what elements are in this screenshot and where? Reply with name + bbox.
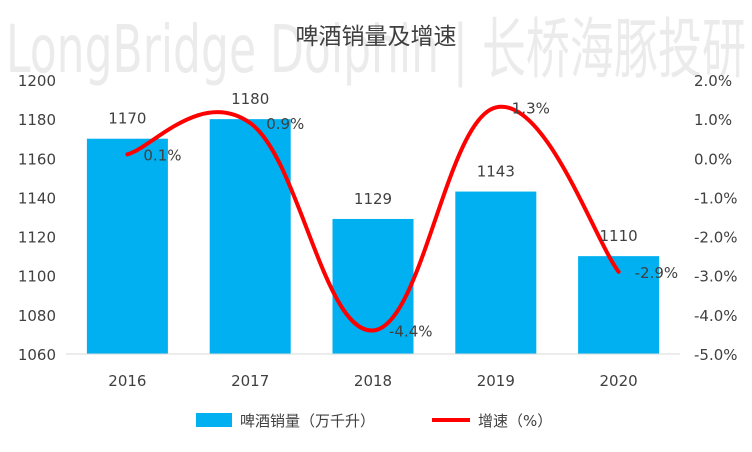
y-right-tick-label: -2.0% [694, 229, 738, 247]
legend-label-bar: 啤酒销量（万千升） [240, 412, 375, 430]
x-tick-label: 2019 [477, 372, 515, 390]
line-data-label: 1.3% [512, 99, 550, 117]
bar-2017 [209, 119, 291, 355]
y-left-tick-label: 1180 [18, 111, 56, 129]
y-right-tick-label: 1.0% [694, 111, 732, 129]
bar-data-label: 1180 [231, 90, 269, 108]
y-right-tick-label: -5.0% [694, 346, 738, 364]
legend-swatch-bar [196, 413, 232, 427]
y-left-tick-label: 1160 [18, 150, 56, 168]
legend-label-line: 增速（%） [478, 412, 552, 430]
y-right-tick-label: -1.0% [694, 189, 738, 207]
bar-data-label: 1110 [600, 227, 638, 245]
y-right-tick-label: -4.0% [694, 307, 738, 325]
line-data-label: -2.9% [635, 264, 679, 282]
y-left-tick-label: 1200 [18, 72, 56, 90]
line-data-label: 0.9% [266, 115, 304, 133]
line-data-label: 0.1% [143, 146, 181, 164]
bar-data-label: 1170 [108, 110, 146, 128]
x-tick-label: 2018 [354, 372, 392, 390]
y-left-tick-label: 1120 [18, 229, 56, 247]
y-left-tick-label: 1140 [18, 189, 56, 207]
y-left-tick-label: 1080 [18, 307, 56, 325]
y-left-tick-label: 1060 [18, 346, 56, 364]
bar-2016 [86, 138, 168, 354]
chart-title: 啤酒销量及增速 [296, 24, 457, 50]
bar-2019 [455, 191, 537, 354]
y-right-tick-label: 2.0% [694, 72, 732, 90]
x-tick-label: 2016 [108, 372, 146, 390]
y-right-tick-label: 0.0% [694, 150, 732, 168]
watermark-text: LongBridge Dolphin | 长桥海豚投研 [6, 11, 746, 88]
y-right-tick-label: -3.0% [694, 268, 738, 286]
x-tick-label: 2020 [600, 372, 638, 390]
line-data-label: -4.4% [389, 323, 433, 341]
bar-data-label: 1129 [354, 190, 392, 208]
growth-line [125, 104, 621, 333]
x-tick-label: 2017 [231, 372, 269, 390]
bar-data-label: 1143 [477, 163, 515, 181]
y-left-tick-label: 1100 [18, 268, 56, 286]
